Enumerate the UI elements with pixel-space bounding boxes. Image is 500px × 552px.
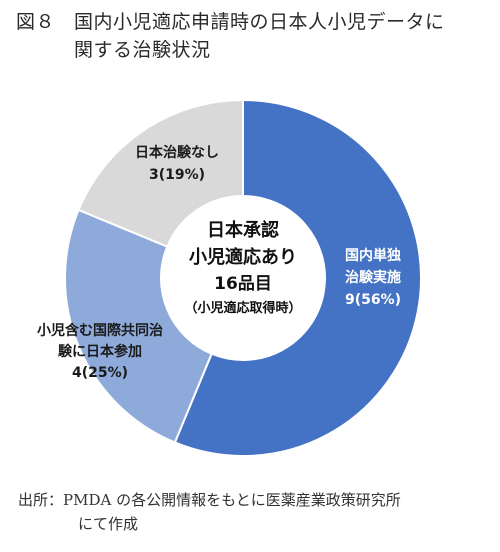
- source-note-line1: 出所：PMDA の各公開情報をもとに医薬産業政策研究所: [18, 491, 401, 509]
- slice-category-label: 験に日本参加: [58, 343, 142, 360]
- center-label-line1: 日本承認: [207, 219, 279, 241]
- donut-slices: [64, 98, 422, 457]
- center-label-line3: 16品目: [214, 274, 272, 294]
- slice-category-label: 小児含む国際共同治: [37, 322, 163, 339]
- figure-title-line2: 関する治験状況: [74, 39, 211, 61]
- slice-category-label: 治験実施: [345, 269, 401, 286]
- slice-category-label: 国内単独: [345, 247, 401, 264]
- slice-value-label: 3(19%): [149, 167, 205, 183]
- source-note-line2: にて作成: [78, 515, 139, 533]
- center-label-line2: 小児適応あり: [189, 246, 297, 268]
- figure-title: 図８ 国内小児適応申請時の日本人小児データに 関する治験状況: [16, 8, 486, 64]
- figure-title-line1: 国内小児適応申請時の日本人小児データに: [74, 11, 445, 33]
- donut-slice: [173, 98, 422, 457]
- donut-hole: [161, 196, 325, 360]
- center-label-line4: （小児適応取得時）: [184, 300, 301, 316]
- slice-value-label: 4(25%): [72, 365, 128, 381]
- slice-category-label: 日本治験なし: [135, 144, 219, 161]
- figure-number: 図８: [16, 11, 56, 33]
- source-note: 出所：PMDA の各公開情報をもとに医薬産業政策研究所 にて作成: [18, 488, 488, 536]
- slice-value-label: 9(56%): [345, 292, 401, 308]
- donut-center-label: 日本承認 小児適応あり 16品目 （小児適応取得時）: [184, 219, 301, 316]
